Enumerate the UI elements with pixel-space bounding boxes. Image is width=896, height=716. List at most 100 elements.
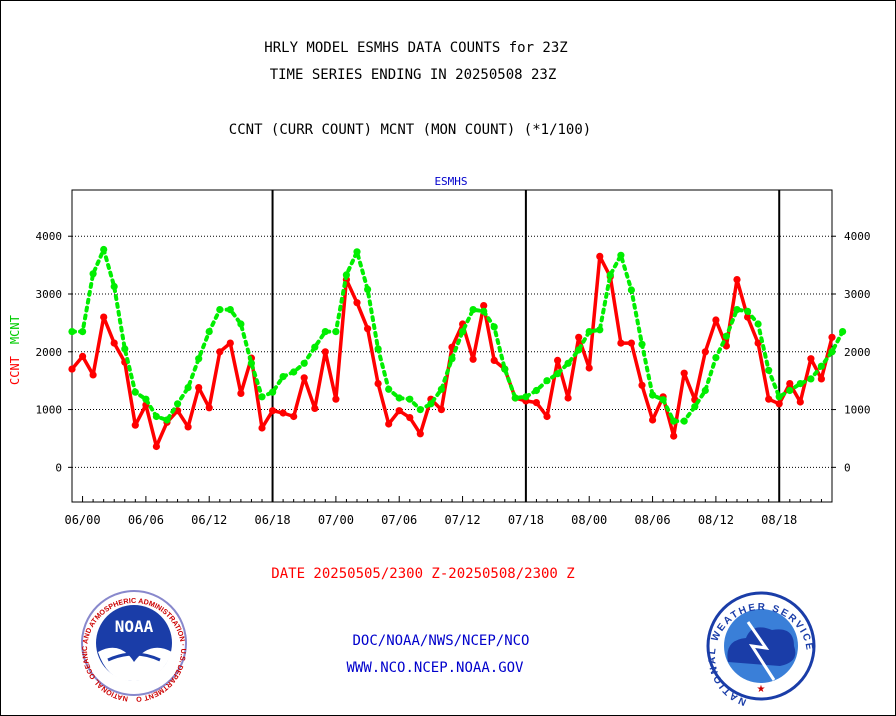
x-tick-label: 06/00 [64,513,100,527]
y-tick-label-right: 1000 [844,404,871,417]
data-point-ccnt [480,302,488,310]
data-point-mcnt [627,286,636,294]
data-point-ccnt [195,384,203,392]
data-point-mcnt [828,348,836,356]
data-point-mcnt [638,340,646,348]
data-point-ccnt [290,412,298,421]
x-tick-label: 07/12 [444,513,480,527]
y-tick-label-right: 0 [844,461,851,474]
data-point-mcnt [543,377,551,385]
data-point-mcnt [754,320,762,328]
data-point-mcnt [701,386,709,395]
data-point-ccnt [712,316,720,324]
data-point-mcnt [659,396,667,404]
x-tick-label: 08/12 [698,513,734,527]
data-point-mcnt [353,248,361,256]
data-point-mcnt [469,306,477,314]
x-tick-label: 07/18 [508,513,544,527]
data-point-mcnt [195,355,203,363]
data-point-ccnt [701,348,709,356]
y-tick-label-left: 4000 [36,230,63,243]
data-point-mcnt [775,393,783,401]
data-point-ccnt [184,423,192,431]
data-point-mcnt [501,365,509,373]
data-point-mcnt [89,270,97,278]
data-point-ccnt [437,406,445,414]
data-point-ccnt [817,375,826,383]
data-point-ccnt [469,355,477,363]
x-tick-label: 08/00 [571,513,607,527]
data-point-ccnt [765,395,773,403]
y-tick-label-left: 0 [55,461,62,474]
x-tick-label: 07/00 [318,513,354,527]
data-point-ccnt [596,252,604,260]
series-layer [68,245,847,451]
data-point-ccnt [575,333,583,341]
data-point-ccnt [670,432,678,440]
data-point-mcnt [364,285,372,293]
data-point-mcnt [733,306,741,314]
data-point-ccnt [216,348,224,356]
data-point-mcnt [649,391,657,399]
data-point-mcnt [385,385,393,393]
data-point-ccnt [554,356,562,364]
data-point-ccnt [564,394,572,402]
data-point-mcnt [786,386,794,395]
data-point-mcnt [670,417,678,425]
data-point-ccnt [258,424,266,432]
data-point-mcnt [395,394,403,402]
data-point-mcnt [459,328,467,336]
data-point-ccnt [110,339,118,347]
data-point-mcnt [691,403,699,411]
data-point-ccnt [332,395,340,403]
data-point-mcnt [712,354,720,362]
y-tick-label-left: 3000 [36,288,63,301]
data-point-ccnt [131,421,139,429]
x-tick-label: 06/12 [191,513,227,527]
data-point-ccnt [406,414,414,422]
footer-org-line1: DOC/NOAA/NWS/NCEP/NCO [352,633,529,649]
series-line-mcnt [70,247,845,424]
data-point-mcnt [554,370,562,378]
y-tick-label-right: 2000 [844,346,871,359]
data-point-ccnt [680,369,688,377]
data-point-mcnt [279,373,287,381]
data-point-mcnt [311,343,319,351]
data-point-ccnt [543,412,551,421]
y-axis-label: CCNT MCNT [8,315,22,385]
x-axis-label: DATE 20250505/2300 Z-20250508/2300 Z [271,566,574,582]
data-point-mcnt [416,406,424,414]
data-point-mcnt [680,417,688,425]
data-point-ccnt [828,333,836,341]
data-point-ccnt [79,352,87,360]
data-point-ccnt [649,416,657,424]
data-point-mcnt [205,328,213,336]
data-point-mcnt [606,271,614,279]
data-point-mcnt [617,251,625,259]
data-point-mcnt [216,306,224,314]
data-point-ccnt [100,313,108,321]
data-point-mcnt [522,393,530,401]
data-point-ccnt [226,339,234,347]
data-point-mcnt [427,400,435,408]
data-point-mcnt [585,328,593,336]
data-point-mcnt [110,282,118,291]
data-point-ccnt [585,364,593,372]
data-point-ccnt [68,365,76,373]
y-tick-label-left: 2000 [36,346,63,359]
nws-star-icon: ★ [757,684,766,695]
data-point-ccnt [374,380,382,388]
data-point-mcnt [490,323,498,331]
data-point-ccnt [796,398,804,406]
noaa-logo-text: NOAA [115,617,154,636]
y-label-mcnt: MCNT [8,315,22,344]
data-point-mcnt [247,359,255,367]
data-point-ccnt [269,407,277,415]
data-point-ccnt [364,325,372,333]
axes [68,189,836,503]
data-point-mcnt [839,328,847,336]
data-point-mcnt [596,326,604,334]
x-tick-label: 08/18 [761,513,797,527]
data-point-mcnt [532,386,541,395]
